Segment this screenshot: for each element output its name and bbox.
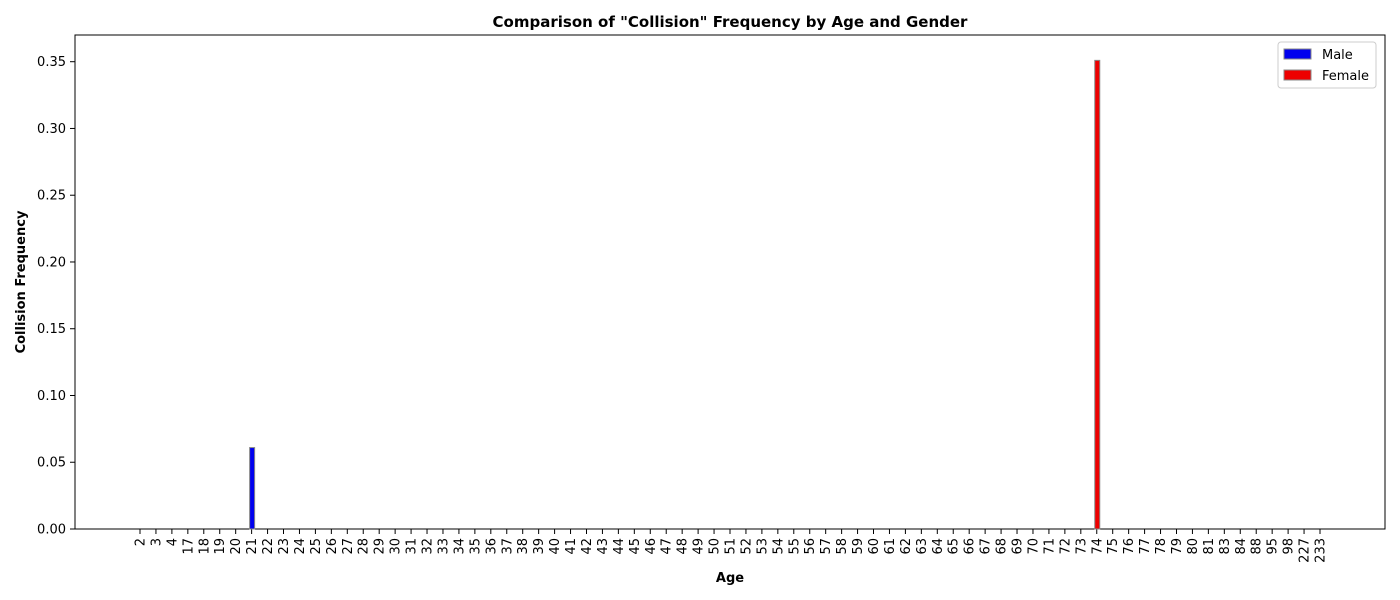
- y-tick-label: 0.15: [37, 322, 66, 337]
- x-tick-label: 18: [197, 538, 212, 555]
- x-tick-label: 65: [947, 538, 962, 555]
- y-tick-label: 0.20: [37, 255, 66, 270]
- x-tick-label: 77: [1138, 538, 1153, 555]
- legend-swatch-female: [1283, 69, 1312, 81]
- x-tick-label: 47: [660, 538, 675, 555]
- x-tick-label: 73: [1074, 538, 1089, 555]
- x-tick-label: 61: [883, 538, 898, 555]
- x-tick-label: 53: [755, 538, 770, 555]
- x-tick-label: 36: [484, 538, 499, 555]
- x-tick-label: 38: [516, 538, 531, 555]
- x-tick-label: 35: [468, 538, 483, 555]
- x-tick-label: 37: [500, 538, 515, 555]
- x-tick-label: 63: [915, 538, 930, 555]
- legend-label-female: Female: [1322, 69, 1369, 84]
- x-tick-label: 43: [596, 538, 611, 555]
- x-tick-label: 57: [819, 538, 834, 555]
- x-tick-label: 75: [1106, 538, 1121, 555]
- x-tick-label: 71: [1042, 538, 1057, 555]
- y-tick-label: 0.00: [37, 523, 66, 538]
- x-tick-label: 72: [1058, 538, 1073, 555]
- bar-male-21: [249, 447, 256, 530]
- x-tick-label: 28: [357, 538, 372, 555]
- x-tick-label: 95: [1266, 538, 1281, 555]
- x-tick-label: 26: [325, 538, 340, 555]
- y-tick-label: 0.05: [37, 456, 66, 471]
- x-tick-label: 3: [149, 538, 164, 546]
- x-tick-label: 74: [1090, 538, 1105, 555]
- x-tick-label: 84: [1234, 538, 1249, 555]
- legend-swatch-male: [1283, 48, 1312, 60]
- x-tick-label: 49: [692, 538, 707, 555]
- x-tick-label: 21: [245, 538, 260, 555]
- y-axis-label: Collision Frequency: [14, 210, 29, 353]
- x-tick-label: 62: [899, 538, 914, 555]
- x-tick-label: 69: [1011, 538, 1026, 555]
- x-tick-label: 33: [436, 538, 451, 555]
- x-tick-label: 70: [1026, 538, 1041, 555]
- x-tick-label: 30: [389, 538, 404, 555]
- x-tick-label: 55: [787, 538, 802, 555]
- bar-female-74: [1094, 59, 1101, 530]
- x-tick-label: 20: [229, 538, 244, 555]
- x-tick-label: 64: [931, 538, 946, 555]
- x-tick-label: 58: [835, 538, 850, 555]
- y-tick-label: 0.10: [37, 389, 66, 404]
- x-tick-label: 41: [564, 538, 579, 555]
- x-tick-label: 98: [1282, 538, 1297, 555]
- x-tick-label: 233: [1314, 538, 1329, 563]
- x-tick-label: 34: [452, 538, 467, 555]
- legend-label-male: Male: [1322, 48, 1353, 63]
- x-tick-label: 25: [309, 538, 324, 555]
- x-tick-label: 39: [532, 538, 547, 555]
- x-tick-label: 31: [405, 538, 420, 555]
- x-tick-label: 46: [644, 538, 659, 555]
- x-tick-label: 32: [421, 538, 436, 555]
- x-tick-label: 60: [867, 538, 882, 555]
- x-tick-label: 52: [739, 538, 754, 555]
- x-tick-label: 51: [724, 538, 739, 555]
- x-tick-label: 83: [1218, 538, 1233, 555]
- x-tick-label: 81: [1202, 538, 1217, 555]
- y-tick-label: 0.35: [37, 55, 66, 70]
- x-tick-label: 54: [771, 538, 786, 555]
- y-tick-label: 0.25: [37, 189, 66, 204]
- x-tick-label: 68: [995, 538, 1010, 555]
- x-tick-label: 66: [963, 538, 978, 555]
- x-tick-label: 42: [580, 538, 595, 555]
- chart-title: Comparison of "Collision" Frequency by A…: [493, 13, 969, 31]
- x-tick-label: 29: [373, 538, 388, 555]
- x-tick-label: 76: [1122, 538, 1137, 555]
- plot-area: 0.000.050.100.150.200.250.300.352 3 4 17 18 1…: [37, 34, 1386, 563]
- y-tick-label: 0.30: [37, 122, 66, 137]
- x-tick-label: 79: [1170, 538, 1185, 555]
- x-tick-label: 227: [1298, 538, 1313, 563]
- x-tick-label: 23: [277, 538, 292, 555]
- x-tick-label: 19: [213, 538, 228, 555]
- x-tick-label: 59: [851, 538, 866, 555]
- x-tick-label: 27: [341, 538, 356, 555]
- x-tick-label: 48: [676, 538, 691, 555]
- x-tick-label: 67: [979, 538, 994, 555]
- x-tick-label: 4: [165, 538, 180, 546]
- x-tick-label: 44: [612, 538, 627, 555]
- x-tick-label: 88: [1250, 538, 1265, 555]
- x-tick-label: 2: [134, 538, 149, 546]
- x-tick-label: 24: [293, 538, 308, 555]
- x-tick-label: 22: [261, 538, 276, 555]
- x-tick-label: 45: [628, 538, 643, 555]
- x-tick-label: 80: [1186, 538, 1201, 555]
- x-axis-label: Age: [716, 571, 744, 586]
- legend: Male Female: [1277, 41, 1377, 89]
- axes-frame: [74, 34, 1386, 530]
- x-tick-label: 40: [548, 538, 563, 555]
- x-tick-label: 78: [1154, 538, 1169, 555]
- x-tick-label: 50: [708, 538, 723, 555]
- x-tick-label: 56: [803, 538, 818, 555]
- x-tick-label: 17: [181, 538, 196, 555]
